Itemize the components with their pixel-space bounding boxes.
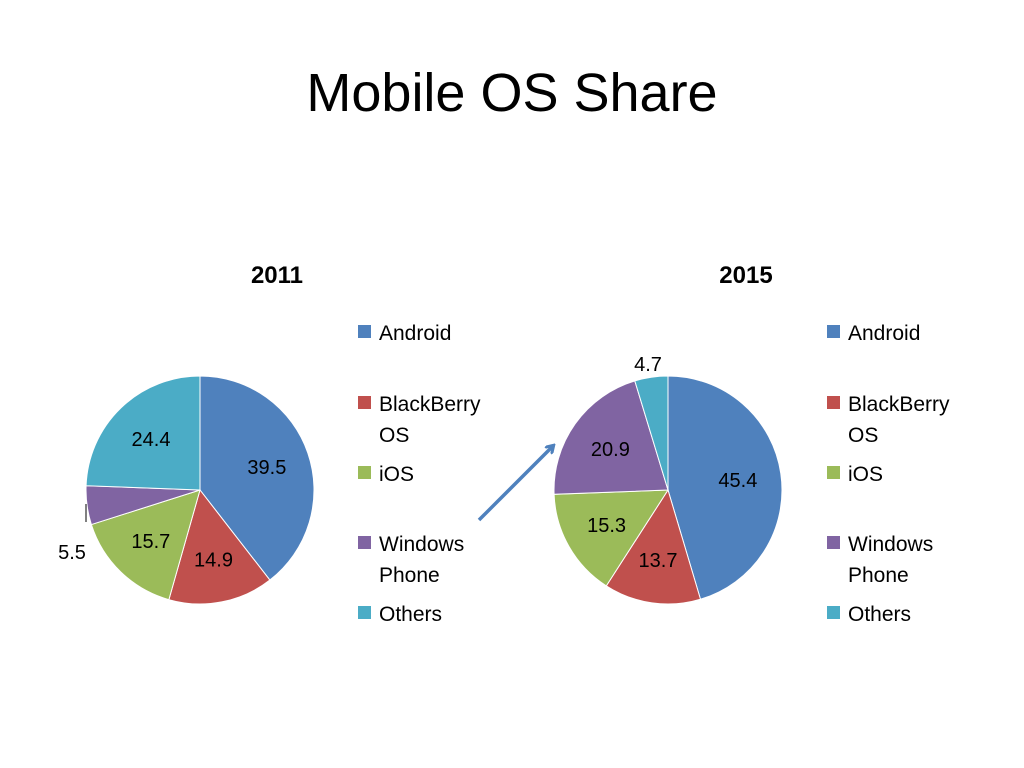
- legend-label: iOS: [848, 463, 883, 486]
- pie-slice-windows-phone: [553, 380, 669, 495]
- legend-swatch: [827, 536, 840, 549]
- legend-label: Android: [379, 322, 451, 345]
- legend-swatch: [358, 466, 371, 479]
- pie-slice-blackberry-os: [168, 488, 271, 605]
- slide-title: Mobile OS Share: [306, 63, 718, 123]
- data-label: 15.3: [587, 515, 626, 537]
- arrow-up-right-icon: [477, 446, 553, 522]
- legend-swatch: [358, 606, 371, 619]
- data-label: 39.5: [247, 457, 286, 479]
- chart-title: 2015: [719, 262, 772, 289]
- data-label: 20.9: [591, 439, 630, 461]
- data-label: 5.5: [58, 542, 86, 564]
- data-label: 45.4: [718, 470, 757, 492]
- legend-swatch: [358, 396, 371, 409]
- pie-slice-others: [634, 375, 669, 491]
- pie-slice-android: [199, 375, 315, 581]
- legend-swatch: [358, 325, 371, 338]
- data-label: 24.4: [132, 429, 171, 451]
- legend-label: iOS: [379, 463, 414, 486]
- pie-slice-blackberry-os: [605, 488, 702, 605]
- legend-label: Android: [848, 322, 920, 345]
- legend-label: Windows Phone: [848, 533, 933, 587]
- pie-slice-others: [85, 375, 201, 491]
- legend-label: Windows Phone: [379, 533, 464, 587]
- legend-swatch: [827, 396, 840, 409]
- legend-swatch: [358, 536, 371, 549]
- pie-slice-android: [667, 375, 783, 600]
- legend-swatch: [827, 325, 840, 338]
- pie-chart-2011: 2011 39.5 14.9 15.7 5.5 24.4 Android BlackBerry…: [58, 262, 481, 626]
- legend-label: BlackBerry OS: [848, 393, 950, 447]
- data-label: 15.7: [131, 531, 170, 553]
- legend-label: Others: [379, 603, 442, 626]
- data-label: 13.7: [639, 550, 678, 572]
- legend-label: BlackBerry OS: [379, 393, 481, 447]
- pie-chart-2015: 2015 45.4 13.7 15.3 20.9 4.7 Android BlackBerry…: [553, 262, 950, 626]
- data-label: 14.9: [194, 549, 233, 571]
- chart-title: 2011: [251, 262, 303, 289]
- legend-swatch: [827, 466, 840, 479]
- legend-swatch: [827, 606, 840, 619]
- pie-slice-ios: [90, 489, 201, 601]
- legend-label: Others: [848, 603, 911, 626]
- pie-slice-ios: [553, 489, 669, 587]
- data-label: 4.7: [634, 354, 662, 376]
